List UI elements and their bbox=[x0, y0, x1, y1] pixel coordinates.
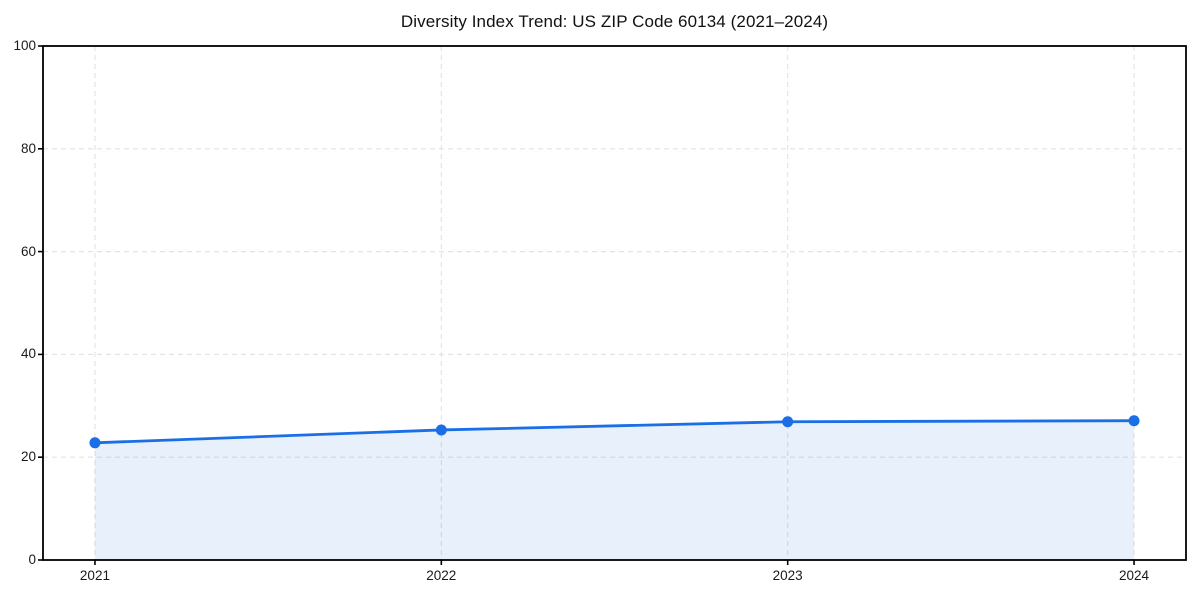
area-fill bbox=[94, 420, 1135, 560]
data-point-2021 bbox=[89, 437, 101, 449]
plot-frame bbox=[42, 45, 1187, 561]
chart-title: Diversity Index Trend: US ZIP Code 60134… bbox=[400, 12, 829, 31]
data-point-2022 bbox=[435, 424, 447, 436]
data-point-2024 bbox=[1128, 415, 1140, 427]
y-tick-label-0: 0 bbox=[28, 552, 36, 567]
y-tick-label-100: 100 bbox=[13, 38, 36, 53]
y-tick-label-60: 60 bbox=[20, 243, 36, 259]
y-tick-label-80: 80 bbox=[20, 140, 36, 156]
trend-line bbox=[93, 419, 1136, 445]
x-tick-label-2021: 2021 bbox=[79, 568, 110, 583]
y-tick-label-20: 20 bbox=[20, 449, 36, 465]
x-tick-label-2024: 2024 bbox=[1119, 568, 1150, 583]
y-tick-label-40: 40 bbox=[20, 346, 36, 362]
x-tick-label-2022: 2022 bbox=[426, 568, 457, 583]
x-tick-label-2023: 2023 bbox=[772, 568, 803, 583]
data-point-2023 bbox=[782, 416, 794, 428]
